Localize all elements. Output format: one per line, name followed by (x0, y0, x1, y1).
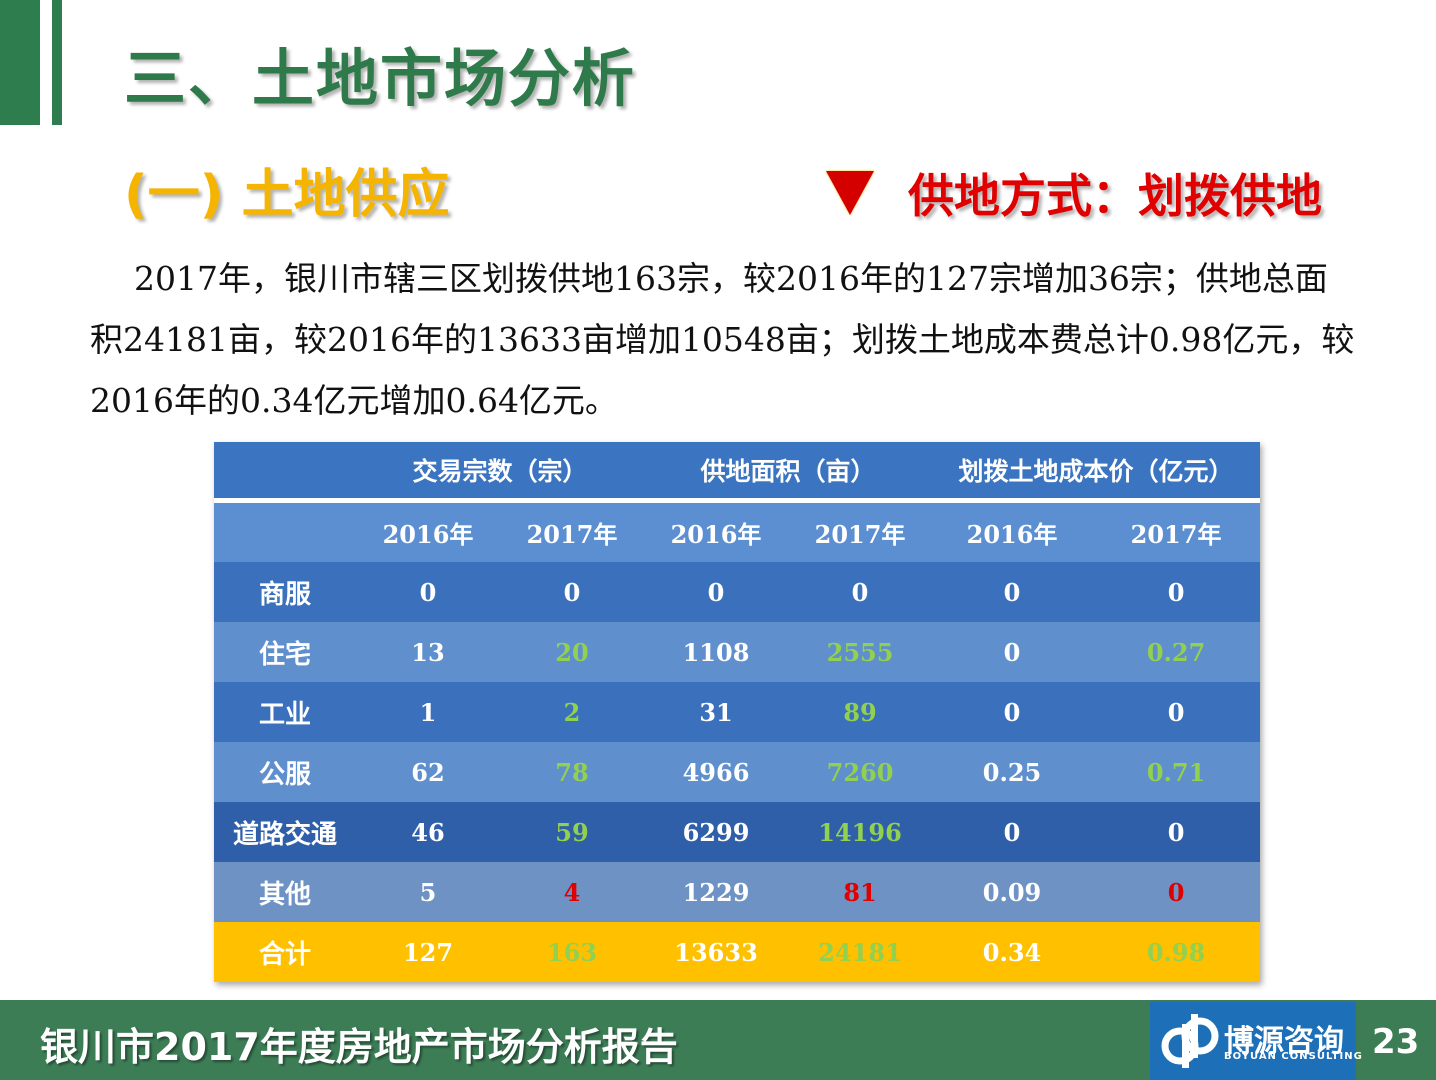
year-header: 2016年 (644, 500, 789, 562)
row-category: 商服 (214, 562, 356, 622)
table-cell: 59 (500, 802, 645, 862)
table-cell: 0.25 (932, 742, 1093, 802)
land-supply-table: 交易宗数（宗） 供地面积（亩） 划拨土地成本价（亿元） 2016年 2017年 … (214, 442, 1261, 982)
header-area: 供地面积（亩） (644, 442, 933, 503)
table-cell: 0.27 (1092, 622, 1261, 682)
header-empty-cell (214, 442, 356, 503)
table-cell: 78 (500, 742, 645, 802)
supply-method-text: 供地方式：划拨供地 (908, 169, 1322, 223)
table-cell: 0 (932, 562, 1093, 622)
row-category: 其他 (214, 862, 356, 922)
section-subtitle: (一) 土地供应 (124, 165, 450, 225)
year-header: 2017年 (788, 500, 933, 562)
table-cell: 1 (356, 682, 500, 742)
triangle-down-icon (826, 171, 874, 215)
table-cell: 0.71 (1092, 742, 1261, 802)
title-accent-bar-thin (52, 0, 62, 125)
row-category: 道路交通 (214, 802, 356, 862)
table-cell: 0.34 (932, 922, 1093, 982)
table-cell: 31 (644, 682, 789, 742)
table-row: 其他 5 4 1229 81 0.09 0 (214, 862, 1261, 922)
table-cell: 2555 (788, 622, 933, 682)
table-total-row: 合计 127 163 13633 24181 0.34 0.98 (214, 922, 1261, 982)
row-category: 合计 (214, 922, 356, 982)
table-cell: 0 (932, 802, 1093, 862)
table-row: 住宅 13 20 1108 2555 0 0.27 (214, 622, 1261, 682)
table-cell: 0 (644, 562, 789, 622)
row-category: 公服 (214, 742, 356, 802)
table-cell: 0 (1092, 682, 1261, 742)
table-cell: 24181 (788, 922, 933, 982)
table-cell: 0.09 (932, 862, 1093, 922)
table-group-header-row: 交易宗数（宗） 供地面积（亩） 划拨土地成本价（亿元） (214, 442, 1261, 503)
header-cost: 划拨土地成本价（亿元） (932, 442, 1261, 503)
table-cell: 81 (788, 862, 933, 922)
table-cell: 46 (356, 802, 500, 862)
table-cell: 1108 (644, 622, 789, 682)
table-cell: 0 (1092, 862, 1261, 922)
summary-paragraph: 2017年，银川市辖三区划拨供地163宗，较2016年的127宗增加36宗；供地… (90, 259, 1355, 420)
table-cell: 13 (356, 622, 500, 682)
table-cell: 20 (500, 622, 645, 682)
table-cell: 127 (356, 922, 500, 982)
table-cell: 5 (356, 862, 500, 922)
year-header: 2016年 (356, 500, 500, 562)
page-number: 23 (1372, 1022, 1420, 1062)
table-row: 公服 62 78 4966 7260 0.25 0.71 (214, 742, 1261, 802)
header-transactions: 交易宗数（宗） (356, 442, 645, 503)
table-cell: 0 (1092, 562, 1261, 622)
table-cell: 7260 (788, 742, 933, 802)
year-header: 2016年 (932, 500, 1093, 562)
table-row: 道路交通 46 59 6299 14196 0 0 (214, 802, 1261, 862)
year-header: 2017年 (500, 500, 645, 562)
table-cell: 0.98 (1092, 922, 1261, 982)
table-cell: 4966 (644, 742, 789, 802)
table-row: 商服 0 0 0 0 0 0 (214, 562, 1261, 622)
supply-method: 供地方式：划拨供地 (826, 160, 1322, 226)
year-empty-cell (214, 500, 356, 562)
logo-mark-icon (1161, 1014, 1219, 1068)
table-year-header-row: 2016年 2017年 2016年 2017年 2016年 2017年 (214, 500, 1261, 562)
table-cell: 0 (932, 682, 1093, 742)
logo-english: BOYUAN CONSULTING (1224, 1051, 1363, 1062)
year-header: 2017年 (1092, 500, 1261, 562)
table-cell: 4 (500, 862, 645, 922)
table-cell: 0 (932, 622, 1093, 682)
table-cell: 0 (500, 562, 645, 622)
table-cell: 0 (788, 562, 933, 622)
title-accent-bar (0, 0, 40, 125)
table-cell: 2 (500, 682, 645, 742)
row-category: 住宅 (214, 622, 356, 682)
table-cell: 163 (500, 922, 645, 982)
table-cell: 1229 (644, 862, 789, 922)
table-cell: 6299 (644, 802, 789, 862)
logo-chinese: 博源咨询 (1224, 1024, 1344, 1059)
table-cell: 0 (356, 562, 500, 622)
table-cell: 14196 (788, 802, 933, 862)
report-title: 银川市2017年度房地产市场分析报告 (40, 1025, 678, 1069)
table-cell: 0 (1092, 802, 1261, 862)
table-cell: 89 (788, 682, 933, 742)
table-cell: 62 (356, 742, 500, 802)
row-category: 工业 (214, 682, 356, 742)
table-cell: 13633 (644, 922, 789, 982)
page-title: 三、土地市场分析 (124, 42, 637, 115)
table-row: 工业 1 2 31 89 0 0 (214, 682, 1261, 742)
